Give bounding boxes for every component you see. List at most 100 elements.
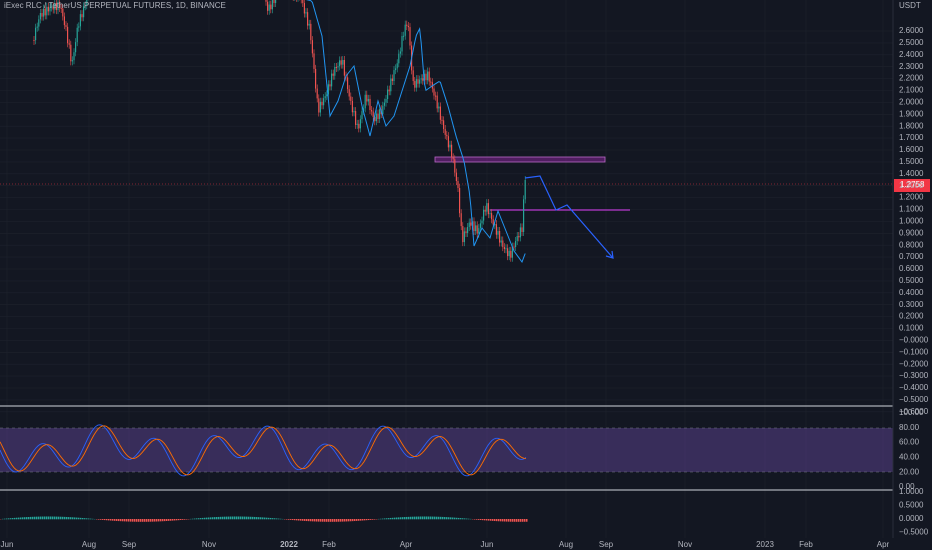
candle bbox=[33, 40, 35, 41]
candle bbox=[419, 79, 421, 84]
macd-bar bbox=[196, 518, 198, 520]
stoch-label: 60.00 bbox=[899, 438, 920, 447]
candle bbox=[54, 3, 56, 10]
candle bbox=[318, 98, 320, 113]
candle bbox=[457, 181, 459, 189]
macd-bar bbox=[342, 519, 344, 522]
candle bbox=[51, 6, 53, 8]
macd-bar bbox=[160, 519, 162, 522]
candle bbox=[391, 78, 393, 81]
candle bbox=[462, 226, 464, 243]
price-label: 1.4000 bbox=[899, 169, 924, 178]
macd-bar bbox=[8, 518, 10, 520]
chart-title: iExec RLC / TetherUS PERPETUAL FUTURES, … bbox=[4, 1, 226, 10]
macd-bar bbox=[136, 519, 138, 522]
candle bbox=[468, 222, 470, 228]
price-label: 0.3000 bbox=[899, 300, 924, 309]
macd-bar bbox=[130, 519, 132, 522]
macd-bar bbox=[32, 516, 34, 520]
macd-bar bbox=[4, 518, 6, 520]
candle bbox=[52, 6, 54, 10]
price-label: −0.2000 bbox=[899, 359, 929, 368]
macd-bar bbox=[34, 516, 36, 520]
candle bbox=[303, 3, 305, 14]
macd-bar bbox=[416, 516, 418, 520]
candle bbox=[332, 73, 334, 76]
macd-bar bbox=[232, 516, 234, 520]
candle bbox=[379, 109, 381, 119]
macd-bar bbox=[404, 517, 406, 520]
macd-bar bbox=[212, 517, 214, 520]
candle bbox=[75, 42, 77, 53]
candle bbox=[84, 5, 86, 7]
macd-bar bbox=[274, 518, 276, 520]
macd-bar bbox=[144, 519, 146, 522]
macd-bar bbox=[230, 516, 232, 520]
candle bbox=[313, 53, 315, 69]
candle bbox=[57, 1, 59, 11]
time-label: Apr bbox=[877, 540, 890, 549]
candle bbox=[315, 68, 317, 89]
time-label: Apr bbox=[400, 540, 413, 549]
candle bbox=[415, 79, 417, 88]
macd-bar bbox=[104, 519, 106, 521]
price-label: 0.6000 bbox=[899, 264, 924, 273]
macd-bar bbox=[420, 516, 422, 520]
candle bbox=[510, 250, 512, 258]
time-label: Jun bbox=[1, 540, 14, 549]
price-label: 1.3000 bbox=[899, 181, 924, 190]
candle bbox=[428, 71, 430, 82]
price-label: 0.8000 bbox=[899, 240, 924, 249]
macd-bar bbox=[388, 518, 390, 520]
macd-bar bbox=[108, 519, 110, 521]
macd-bar bbox=[234, 516, 236, 520]
macd-bar bbox=[426, 516, 428, 520]
moving-average bbox=[305, 0, 526, 264]
candle bbox=[447, 136, 449, 148]
candle bbox=[494, 224, 496, 226]
macd-bar bbox=[370, 519, 372, 520]
macd-bar bbox=[14, 517, 16, 520]
macd-bar bbox=[126, 519, 128, 522]
candle bbox=[79, 14, 81, 27]
macd-bar bbox=[306, 519, 308, 522]
candle bbox=[444, 129, 446, 135]
candle bbox=[478, 228, 480, 234]
macd-bar bbox=[280, 518, 282, 520]
macd-bar bbox=[408, 516, 410, 520]
candle bbox=[374, 116, 376, 122]
price-label: 0.2000 bbox=[899, 312, 924, 321]
candle bbox=[396, 63, 398, 69]
macd-bar bbox=[512, 519, 514, 522]
macd-bar bbox=[366, 519, 368, 521]
price-label: 1.7000 bbox=[899, 133, 924, 142]
macd-bar bbox=[118, 519, 120, 522]
macd-bar bbox=[80, 517, 82, 520]
macd-bar bbox=[520, 519, 522, 522]
candle bbox=[316, 88, 318, 99]
macd-label: 1.0000 bbox=[899, 487, 924, 496]
macd-bar bbox=[312, 519, 314, 522]
candle bbox=[503, 247, 505, 249]
macd-bar bbox=[482, 519, 484, 521]
macd-bar bbox=[158, 519, 160, 522]
macd-bar bbox=[254, 516, 256, 520]
candle bbox=[436, 95, 438, 109]
candle bbox=[68, 43, 70, 45]
macd-bar bbox=[66, 516, 68, 520]
time-label: Nov bbox=[678, 540, 692, 549]
price-label: 1.9000 bbox=[899, 109, 924, 118]
price-label: −0.1000 bbox=[899, 347, 929, 356]
macd-bar bbox=[398, 517, 400, 520]
price-label: 2.3000 bbox=[899, 62, 924, 71]
macd-bar bbox=[476, 519, 478, 520]
macd-bar bbox=[324, 519, 326, 522]
candle bbox=[383, 102, 385, 106]
macd-bar bbox=[226, 516, 228, 520]
macd-bar bbox=[6, 518, 8, 520]
candle bbox=[67, 26, 69, 44]
macd-bar bbox=[186, 519, 188, 520]
candle bbox=[449, 144, 451, 148]
macd-bar bbox=[332, 519, 334, 522]
